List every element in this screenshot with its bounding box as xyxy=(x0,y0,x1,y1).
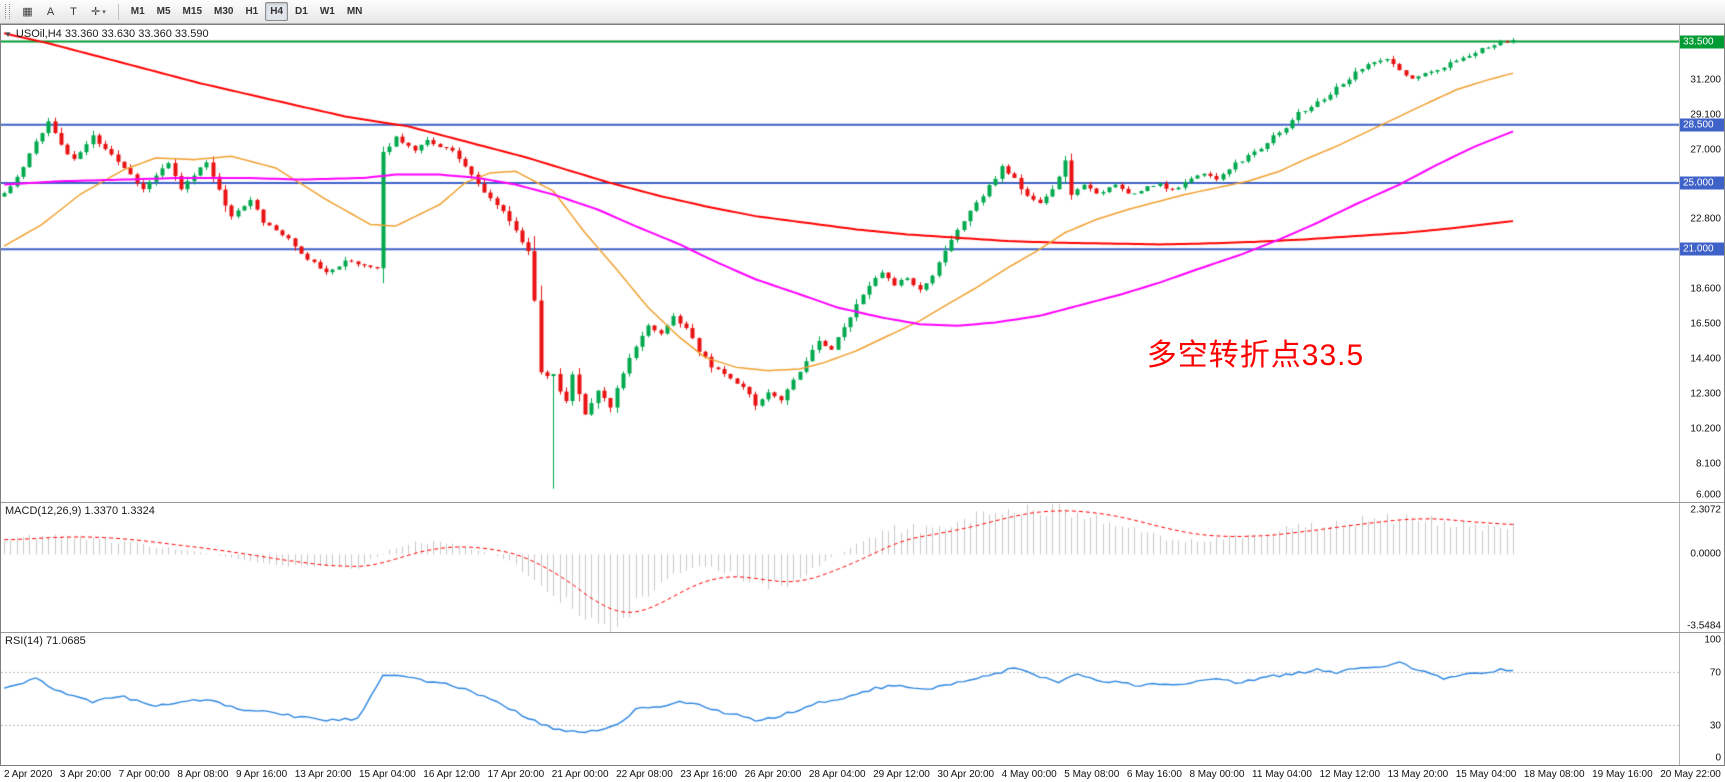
text-tool-button[interactable]: T xyxy=(63,2,84,21)
timeframe-button-m15[interactable]: M15 xyxy=(182,6,202,17)
time-label: 12 May 12:00 xyxy=(1319,768,1381,780)
price-tick-label: 6.000 xyxy=(1695,489,1721,501)
time-label: 9 Apr 16:00 xyxy=(236,768,288,780)
time-label: 29 Apr 12:00 xyxy=(873,768,930,780)
text-tool-icon: T xyxy=(70,5,77,18)
time-label: 15 May 04:00 xyxy=(1455,768,1517,780)
timeframe-button-w1[interactable]: W1 xyxy=(319,6,335,17)
rsi-indicator-label: RSI(14) 71.0685 xyxy=(5,635,86,648)
time-label: 21 Apr 00:00 xyxy=(551,768,609,780)
time-axis[interactable]: 2 Apr 2020 3 Apr 20:00 7 Apr 00:00 8 Apr 08… xyxy=(0,766,1725,782)
timeframe-button-mn[interactable]: MN xyxy=(346,6,363,17)
chart-annotation-text[interactable]: 多空转折点33.5 xyxy=(1146,339,1365,373)
rsi-pane: RSI(14) 71.0685 100 70 30 0 xyxy=(1,632,1724,765)
rsi-canvas[interactable] xyxy=(1,633,1679,765)
price-axis[interactable]: 31.200 29.100 27.000 22.800 18.600 16.500 14.4… xyxy=(1679,25,1724,502)
macd-pane: MACD(12,26,9) 1.3370 1.3324 2.3072 0.0000… xyxy=(1,501,1724,633)
time-label: 18 May 08:00 xyxy=(1523,768,1585,780)
time-label: 23 Apr 16:00 xyxy=(680,768,738,780)
timeframe-button-d1[interactable]: D1 xyxy=(295,6,308,17)
rsi-tick-label: 30 xyxy=(1709,720,1721,732)
timeframe-button-h1[interactable]: H1 xyxy=(245,6,259,17)
macd-canvas[interactable] xyxy=(1,502,1679,633)
price-tick-label: 18.600 xyxy=(1690,283,1721,295)
time-label: 13 Apr 20:00 xyxy=(294,768,352,780)
time-label: 5 May 08:00 xyxy=(1064,768,1120,780)
drawing-tools-group: ▦ A T ✛ ▾ xyxy=(16,2,112,21)
rsi-tick-label: 100 xyxy=(1704,634,1721,646)
symbol-dropdown-icon[interactable]: ▼ xyxy=(4,29,12,39)
price-chart-canvas[interactable] xyxy=(1,25,1679,502)
toolbar-drag-handle[interactable] xyxy=(5,4,10,19)
arrow-label-icon: A xyxy=(46,5,55,18)
price-tick-label: 12.300 xyxy=(1690,388,1721,400)
time-label: 7 Apr 00:00 xyxy=(118,768,170,780)
chart-window: ▼ USOil,H4 33.360 33.630 33.360 33.590 多… xyxy=(0,24,1725,766)
timeframe-button-h4[interactable]: H4 xyxy=(265,2,289,21)
macd-tick-label: 0.0000 xyxy=(1690,548,1721,560)
time-label: 28 Apr 04:00 xyxy=(808,768,866,780)
dropdown-caret-icon: ▾ xyxy=(102,8,106,16)
price-tick-label: 31.200 xyxy=(1690,74,1721,86)
time-label: 11 May 04:00 xyxy=(1252,768,1312,780)
timeframe-button-m30[interactable]: M30 xyxy=(214,6,234,17)
rsi-tick-label: 0 xyxy=(1715,752,1721,764)
charts-grid-icon: ▦ xyxy=(22,6,33,18)
symbol-ohlc-text: USOil,H4 33.360 33.630 33.360 33.590 xyxy=(15,28,209,40)
price-tick-label: 22.800 xyxy=(1690,213,1721,225)
time-label: 6 May 16:00 xyxy=(1126,768,1182,780)
time-label: 2 Apr 2020 xyxy=(4,768,53,780)
pane-divider[interactable] xyxy=(1,503,1724,506)
time-label: 8 Apr 08:00 xyxy=(177,768,229,780)
time-label: 19 May 16:00 xyxy=(1592,768,1653,780)
pane-divider[interactable] xyxy=(1,633,1724,636)
price-tick-label: 10.200 xyxy=(1690,423,1721,435)
charts-grid-button[interactable]: ▦ xyxy=(17,2,38,21)
price-tick-label: 8.100 xyxy=(1695,458,1721,470)
time-label: 13 May 20:00 xyxy=(1387,768,1449,780)
time-label: 3 Apr 20:00 xyxy=(59,768,112,780)
macd-axis[interactable]: 2.3072 0.0000 -3.5484 xyxy=(1679,502,1724,633)
time-label: 16 Apr 12:00 xyxy=(423,768,480,780)
price-tick-label: 29.100 xyxy=(1690,109,1721,121)
price-chart-pane: ▼ USOil,H4 33.360 33.630 33.360 33.590 多… xyxy=(1,25,1724,502)
price-level-badge: 28.500 xyxy=(1680,118,1724,132)
timeframe-buttons-group: M1 M5 M15 M30 H1 H4 D1 W1 MN xyxy=(125,2,369,21)
arrow-label-button[interactable]: A xyxy=(40,2,61,21)
price-level-badge: 33.500 xyxy=(1680,35,1724,49)
time-label: 26 Apr 20:00 xyxy=(744,768,802,780)
crosshair-tool-button[interactable]: ✛ ▾ xyxy=(86,2,111,21)
macd-indicator-label: MACD(12,26,9) 1.3370 1.3324 xyxy=(5,504,155,517)
price-tick-label: 14.400 xyxy=(1690,353,1721,365)
rsi-axis[interactable]: 100 70 30 0 xyxy=(1679,633,1724,765)
time-label: 22 Apr 08:00 xyxy=(616,768,673,780)
price-tick-label: 27.000 xyxy=(1690,144,1721,156)
timeframe-button-m5[interactable]: M5 xyxy=(156,6,171,17)
time-label: 17 Apr 20:00 xyxy=(487,768,545,780)
time-label: 8 May 00:00 xyxy=(1189,768,1245,780)
price-level-badge: 25.000 xyxy=(1680,176,1724,190)
macd-tick-label: -3.5484 xyxy=(1687,620,1721,632)
crosshair-tool-icon: ✛ xyxy=(91,6,101,18)
price-tick-label: 16.500 xyxy=(1690,318,1721,330)
price-level-badge: 21.000 xyxy=(1680,242,1724,256)
macd-tick-label: 2.3072 xyxy=(1690,504,1721,516)
time-label: 4 May 00:00 xyxy=(1001,768,1057,780)
time-label: 30 Apr 20:00 xyxy=(937,768,995,780)
symbol-ohlc-readout: ▼ USOil,H4 33.360 33.630 33.360 33.590 xyxy=(4,28,209,40)
toolbar-separator xyxy=(117,3,119,20)
time-label: 15 Apr 04:00 xyxy=(359,768,416,780)
time-label: 20 May 22:00 xyxy=(1660,768,1721,780)
timeframe-button-m1[interactable]: M1 xyxy=(130,6,145,17)
top-toolbar: ▦ A T ✛ ▾ M1 M5 M15 M30 H1 H4 D1 W1 MN xyxy=(0,0,1725,24)
rsi-tick-label: 70 xyxy=(1709,667,1721,679)
